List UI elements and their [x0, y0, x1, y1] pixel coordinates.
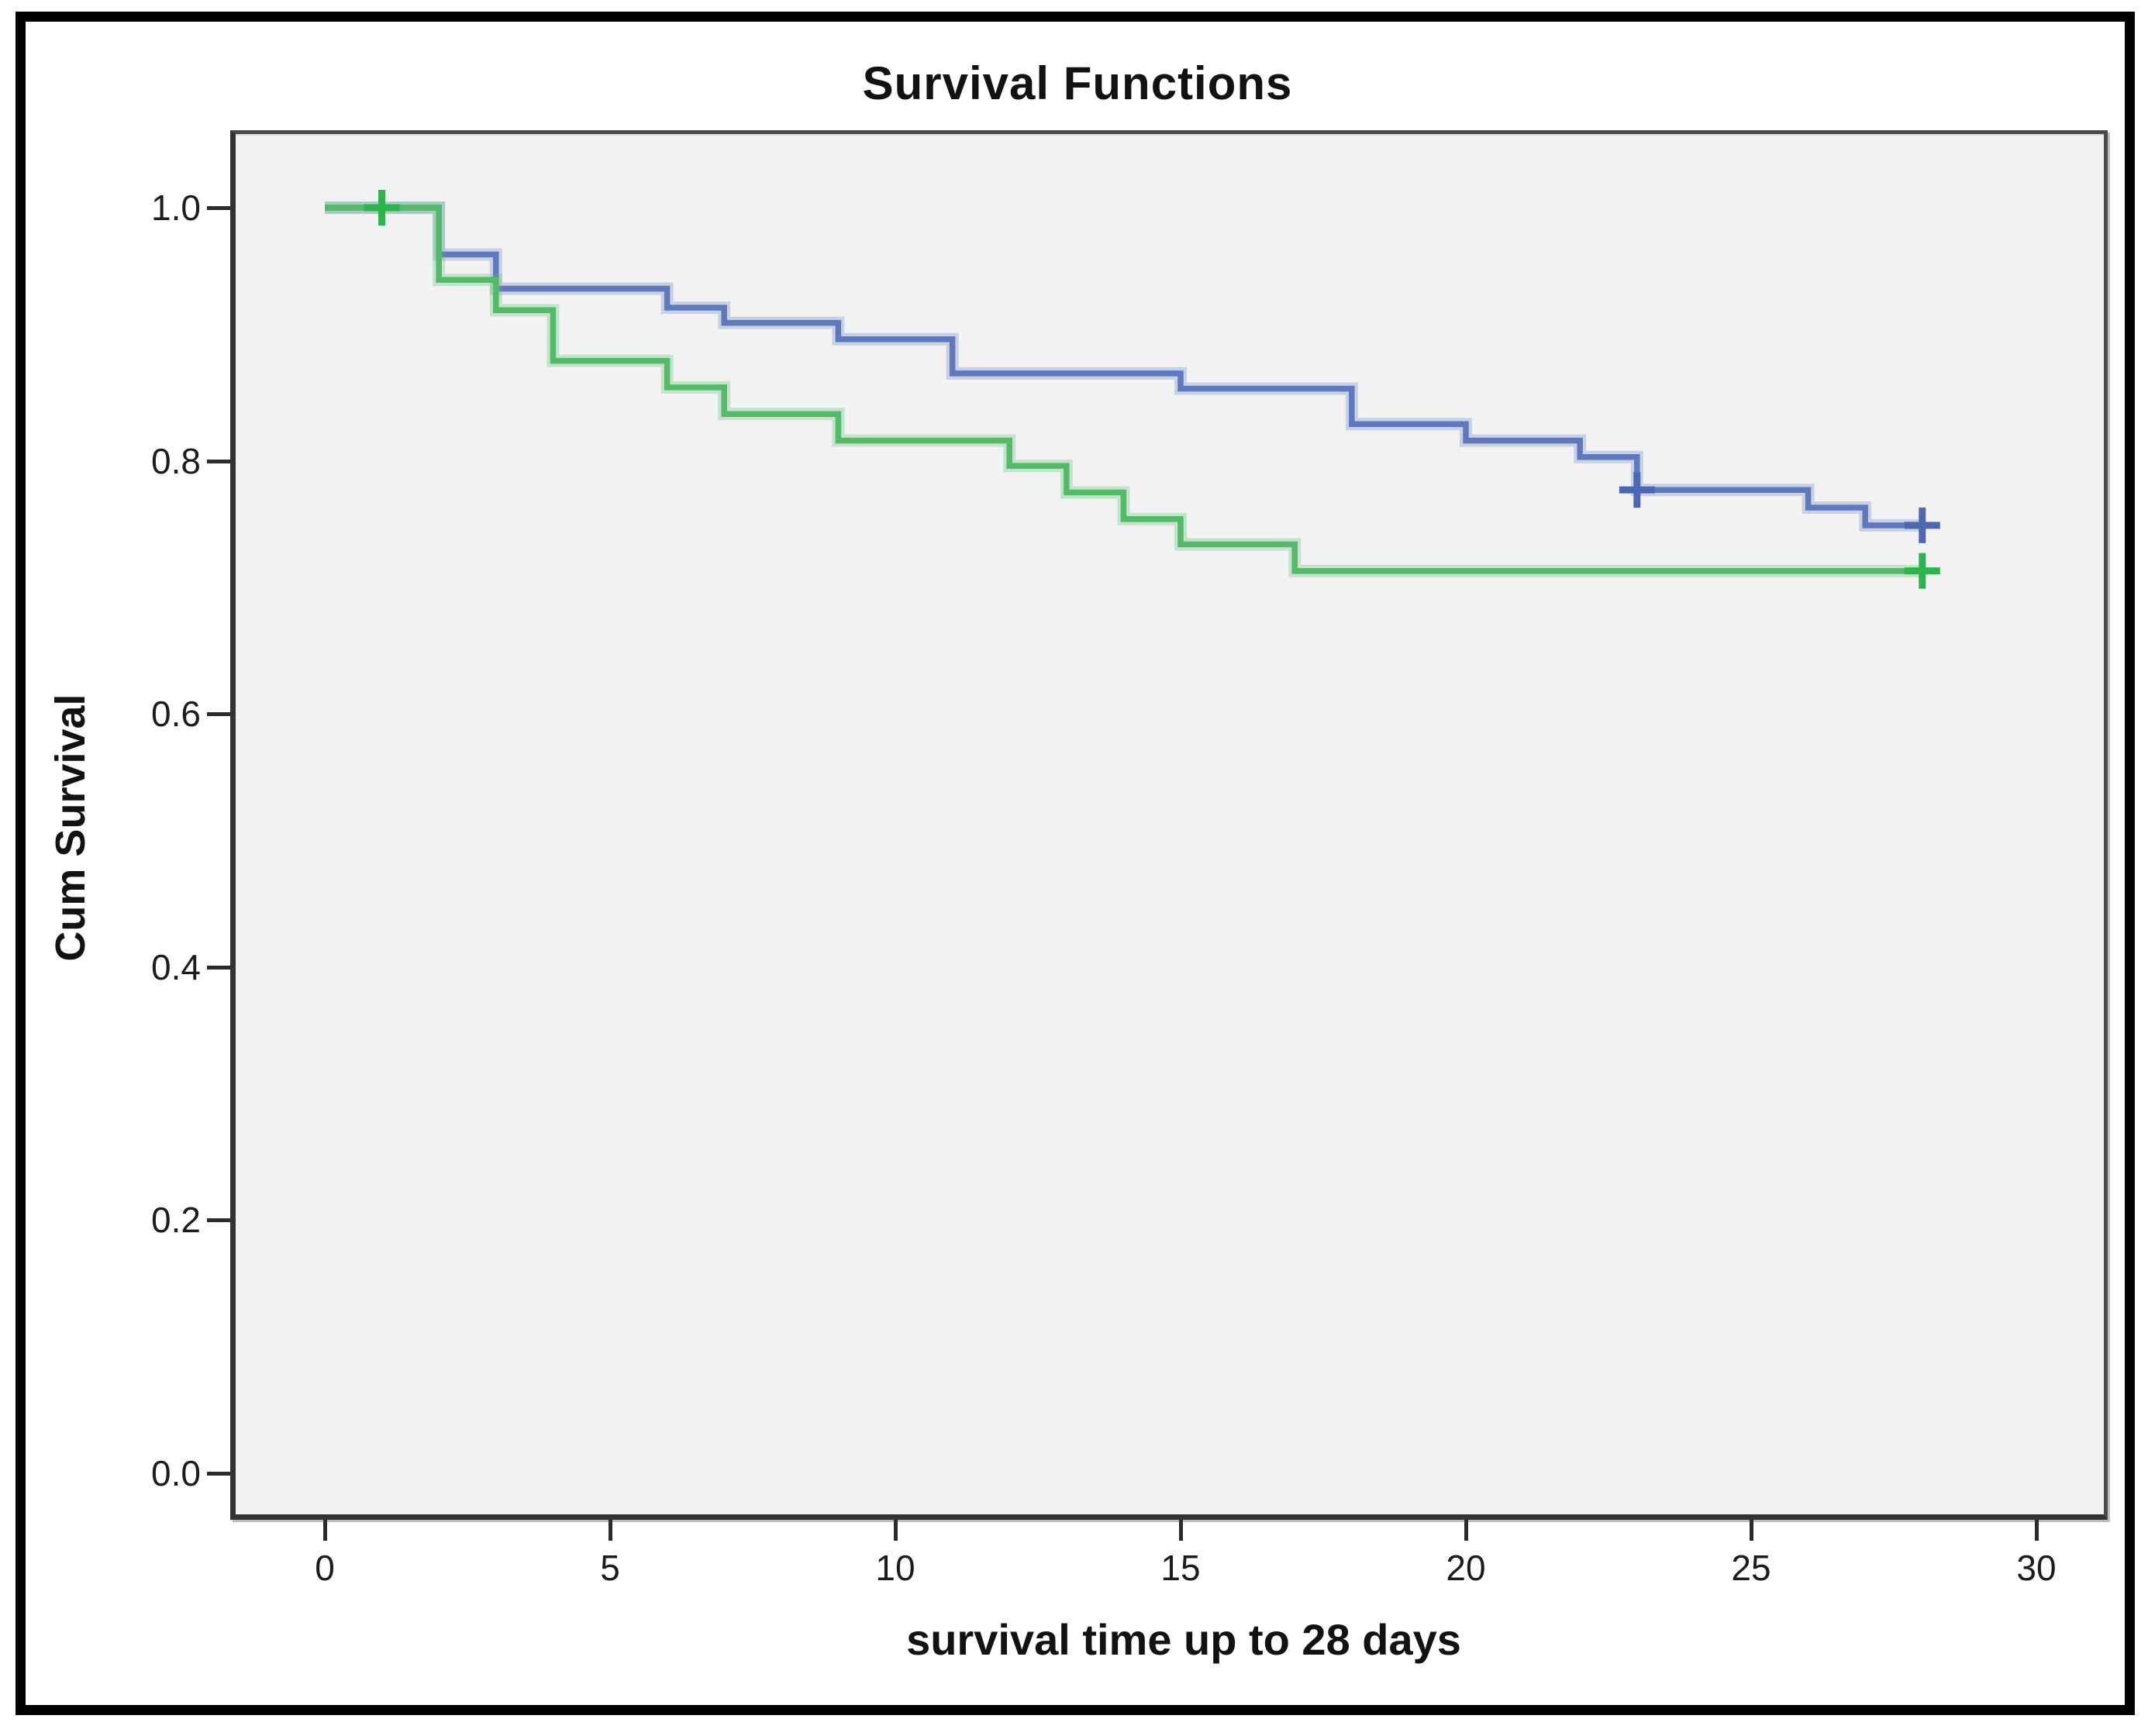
y-tick-label: 0.6: [151, 694, 201, 735]
x-axis-title: survival time up to 28 days: [906, 1615, 1461, 1664]
x-tick-mark: [1464, 1520, 1468, 1541]
y-tick-label: 0.8: [151, 440, 201, 481]
x-tick-mark: [609, 1520, 612, 1541]
y-tick-label: 0.2: [151, 1200, 201, 1241]
y-tick-mark: [207, 459, 230, 463]
figure-frame: Survival Functions Cum Survival 0 5 10 15 20…: [16, 12, 2135, 1715]
x-tick-label: 20: [1446, 1548, 1486, 1588]
x-tick-label: 10: [875, 1548, 915, 1588]
x-tick-label: 25: [1731, 1548, 1771, 1588]
censor-mark-group-green: [1904, 553, 1940, 589]
survival-curve-group-blue: [325, 205, 1922, 529]
x-tick-label: 30: [2016, 1548, 2057, 1588]
y-tick-mark: [207, 1472, 230, 1476]
x-tick-mark: [1750, 1520, 1753, 1541]
plot-area: [230, 130, 2108, 1520]
y-tick-mark: [207, 1218, 230, 1223]
x-tick-mark: [894, 1520, 898, 1541]
survival-curve-group-green: [325, 205, 1922, 574]
y-tick-label: 0.4: [151, 946, 201, 987]
y-tick-mark: [207, 206, 230, 210]
y-tick-label: 1.0: [151, 188, 201, 228]
chart-title: Survival Functions: [862, 57, 1293, 109]
y-tick-label: 0.0: [151, 1453, 201, 1493]
y-tick-mark: [207, 965, 230, 970]
x-tick-label: 0: [315, 1548, 335, 1588]
censor-mark-group-green: [364, 190, 400, 226]
censor-mark-group-blue: [1904, 507, 1940, 543]
censor-mark-group-blue: [1619, 472, 1655, 508]
x-tick-mark: [1179, 1520, 1183, 1541]
x-tick-mark: [2035, 1520, 2039, 1541]
survival-curves-svg: [325, 190, 1940, 589]
x-tick-label: 15: [1160, 1548, 1201, 1588]
y-tick-mark: [207, 712, 230, 717]
x-tick-mark: [323, 1520, 327, 1541]
x-tick-label: 5: [600, 1548, 620, 1588]
